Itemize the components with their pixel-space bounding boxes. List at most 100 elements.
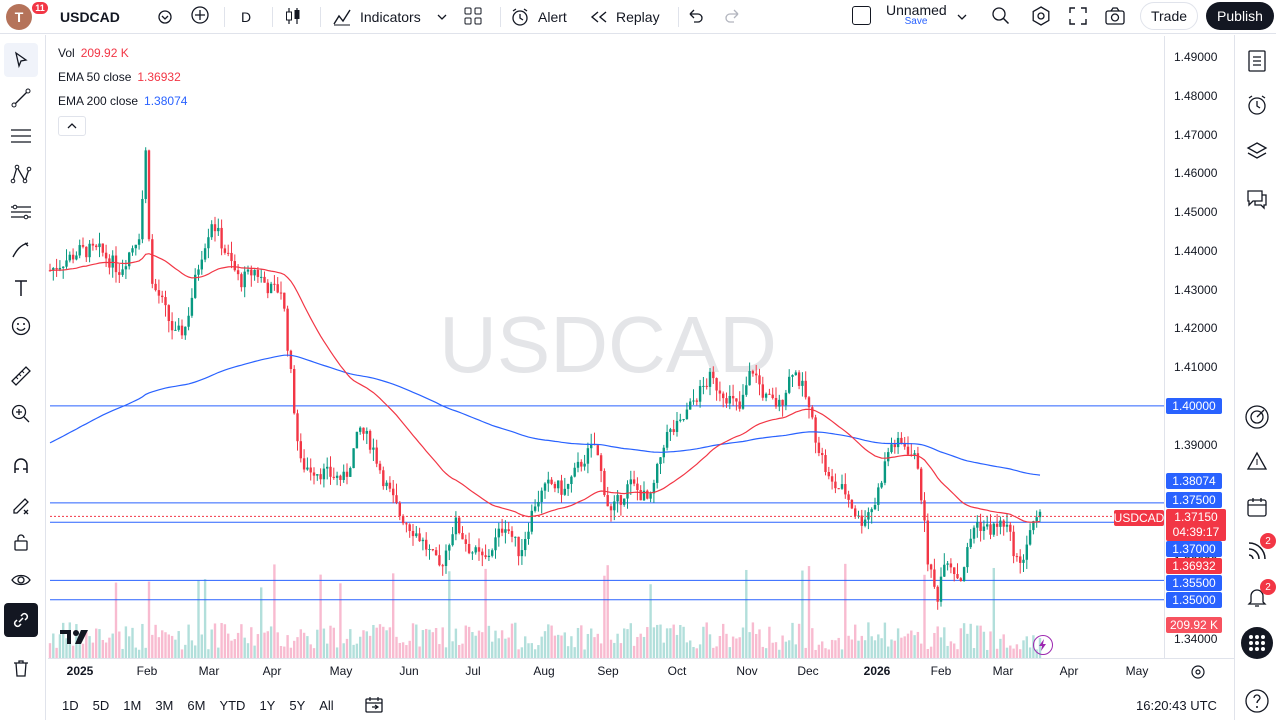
- ruler-tool-icon[interactable]: [4, 359, 38, 393]
- chat-icon[interactable]: [1241, 183, 1273, 215]
- candle-body: [418, 533, 421, 542]
- utc-clock[interactable]: 16:20:43 UTC: [1136, 697, 1217, 713]
- alert-button[interactable]: Alert: [510, 0, 567, 34]
- range-button-1y[interactable]: 1Y: [259, 697, 276, 713]
- candle-body: [890, 444, 893, 453]
- apps-grid-icon[interactable]: [1241, 627, 1273, 659]
- range-button-3m[interactable]: 3M: [155, 697, 174, 713]
- snapshot-camera-icon[interactable]: [1104, 6, 1126, 31]
- ideas-triangle-icon[interactable]: [1241, 445, 1273, 477]
- undo-icon[interactable]: [686, 7, 704, 30]
- candle-body: [797, 372, 801, 386]
- range-button-ytd[interactable]: YTD: [219, 697, 246, 713]
- volume-bar: [540, 636, 543, 658]
- settings-gear-icon[interactable]: [1030, 5, 1052, 32]
- target-icon[interactable]: [1241, 401, 1273, 433]
- time-tick: Feb: [930, 664, 952, 678]
- candle-body: [210, 224, 213, 238]
- interval-button[interactable]: D: [241, 0, 251, 34]
- candle-body: [735, 398, 738, 402]
- range-button-5y[interactable]: 5Y: [289, 697, 306, 713]
- indicators-menu-chevron-icon[interactable]: [436, 10, 448, 28]
- user-avatar[interactable]: T 11: [6, 1, 49, 30]
- symbol-search-button[interactable]: USDCAD: [50, 4, 180, 30]
- notifications-bell-icon[interactable]: [1241, 581, 1273, 613]
- eye-visibility-icon[interactable]: [4, 563, 38, 597]
- lightning-icon[interactable]: [1033, 635, 1053, 655]
- symbol-menu-icon[interactable]: [156, 8, 174, 29]
- brush-tool-icon[interactable]: [4, 233, 38, 267]
- range-button-all[interactable]: All: [319, 697, 334, 713]
- candle-body: [352, 448, 355, 469]
- candle-body: [405, 523, 408, 525]
- redo-icon[interactable]: [724, 7, 742, 30]
- collapse-legend-button[interactable]: [58, 116, 86, 136]
- volume-bar: [487, 625, 491, 658]
- range-button-1m[interactable]: 1M: [123, 697, 142, 713]
- lock-icon[interactable]: [4, 525, 38, 559]
- range-button-5d[interactable]: 5D: [92, 697, 110, 713]
- sync-link-icon[interactable]: [4, 603, 38, 637]
- text-tool-icon[interactable]: [4, 271, 38, 305]
- goto-date-icon[interactable]: [364, 696, 384, 714]
- volume-bar: [854, 624, 857, 658]
- candle-body: [98, 243, 101, 248]
- alerts-clock-icon[interactable]: [1241, 89, 1273, 121]
- range-button-6m[interactable]: 6M: [187, 697, 206, 713]
- fullscreen-icon[interactable]: [1068, 6, 1088, 31]
- volume-bar: [741, 627, 745, 658]
- candle-body: [236, 270, 240, 275]
- trade-button[interactable]: Trade: [1140, 2, 1198, 30]
- volume-bar: [167, 634, 170, 658]
- signal-stream-icon[interactable]: [1241, 535, 1273, 567]
- publish-button[interactable]: Publish: [1206, 2, 1274, 30]
- price-tick: 1.48000: [1174, 88, 1218, 103]
- horizontal-lines-tool-icon[interactable]: [4, 119, 38, 153]
- candle-body: [656, 464, 659, 483]
- quick-search-icon[interactable]: [990, 5, 1012, 32]
- candle-body: [646, 490, 649, 499]
- calendar-icon[interactable]: [1241, 491, 1273, 523]
- candle-body: [164, 297, 167, 306]
- candle-body: [283, 292, 286, 309]
- volume-bar: [164, 632, 167, 658]
- candle-body: [190, 297, 194, 316]
- pattern-tool-icon[interactable]: [4, 157, 38, 191]
- volume-bar: [824, 648, 827, 658]
- layout-name-button[interactable]: Unnamed Save: [886, 2, 947, 27]
- volume-bar: [359, 636, 362, 658]
- time-axis-settings-icon[interactable]: [1190, 664, 1206, 685]
- candle-body: [461, 533, 464, 540]
- price-tick: 1.41000: [1174, 360, 1218, 375]
- keep-drawing-icon[interactable]: [4, 487, 38, 521]
- trash-icon[interactable]: [4, 651, 38, 685]
- cursor-tool-icon[interactable]: [4, 43, 38, 77]
- layers-icon[interactable]: [1241, 135, 1273, 167]
- candle-body: [263, 276, 266, 283]
- help-icon[interactable]: [1241, 685, 1273, 717]
- volume-bar: [474, 635, 477, 658]
- layout-menu-chevron-icon[interactable]: [956, 10, 968, 28]
- volume-bar: [639, 633, 642, 658]
- level-1.40-label: 1.40000: [1166, 398, 1222, 414]
- layout-checkbox[interactable]: [852, 6, 871, 25]
- volume-bar: [695, 648, 698, 658]
- replay-button[interactable]: Replay: [590, 0, 660, 34]
- compare-add-icon[interactable]: [190, 5, 210, 30]
- candle-body: [467, 543, 471, 554]
- volume-bar: [860, 635, 863, 658]
- candle-body: [593, 444, 596, 446]
- layouts-grid-icon[interactable]: [463, 6, 483, 31]
- watchlist-icon[interactable]: [1241, 45, 1273, 77]
- indicators-button[interactable]: Indicators: [332, 0, 421, 34]
- magnet-icon[interactable]: [4, 449, 38, 483]
- candle-body: [854, 508, 857, 516]
- candle-style-icon[interactable]: [284, 6, 302, 31]
- trendline-tool-icon[interactable]: [4, 81, 38, 115]
- range-button-1d[interactable]: 1D: [62, 697, 79, 713]
- emoji-tool-icon[interactable]: [4, 309, 38, 343]
- fib-tool-icon[interactable]: [4, 195, 38, 229]
- zoom-in-icon[interactable]: [4, 397, 38, 431]
- candle-body: [177, 325, 180, 330]
